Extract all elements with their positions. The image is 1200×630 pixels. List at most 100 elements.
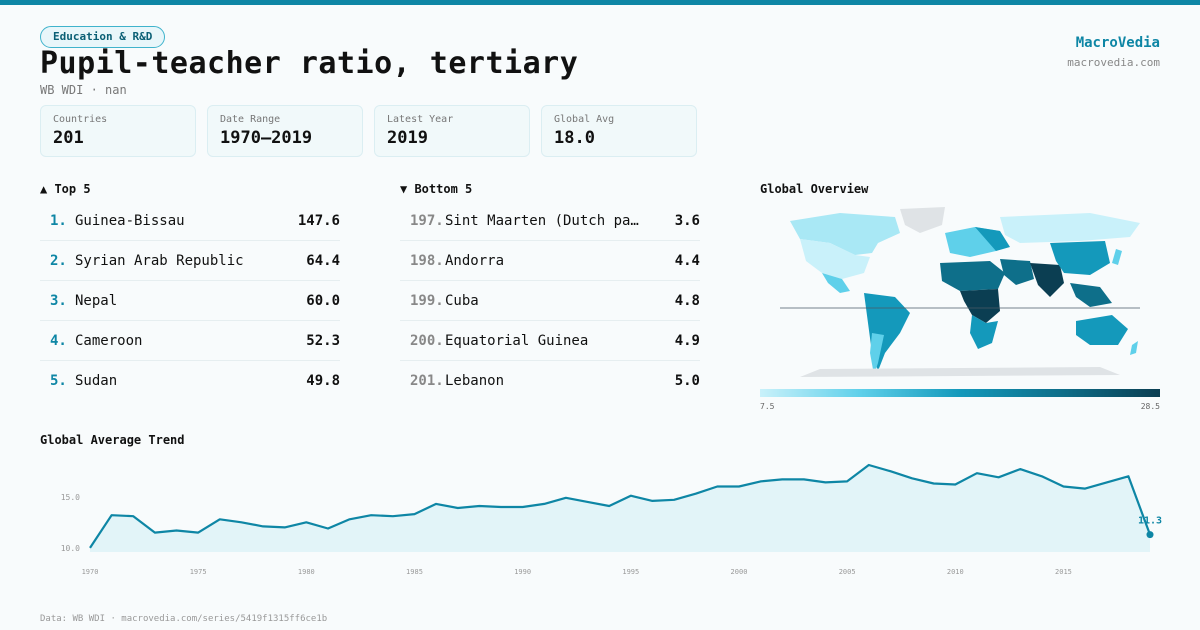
stat-card-countries: Countries 201 bbox=[40, 105, 196, 157]
map-region-antarctica[interactable] bbox=[800, 367, 1120, 377]
map-region-japan[interactable] bbox=[1112, 249, 1122, 265]
country-name: Sint Maarten (Dutch pa… bbox=[445, 213, 639, 229]
list-item[interactable]: 200. Equatorial Guinea 4.9 bbox=[400, 321, 700, 361]
list-item[interactable]: 5. Sudan 49.8 bbox=[40, 361, 340, 401]
map-region-central-africa[interactable] bbox=[960, 289, 1000, 323]
x-tick-label: 1985 bbox=[406, 568, 423, 576]
stat-card-latest-year: Latest Year 2019 bbox=[374, 105, 530, 157]
list-item[interactable]: 4. Cameroon 52.3 bbox=[40, 321, 340, 361]
trend-last-point[interactable] bbox=[1146, 531, 1154, 539]
rank-number: 4. bbox=[50, 333, 67, 349]
brand-name[interactable]: MacroVedia bbox=[1075, 35, 1160, 51]
category-badge[interactable]: Education & R&D bbox=[40, 26, 166, 48]
country-name: Sudan bbox=[75, 373, 118, 389]
map-legend-min: 7.5 bbox=[760, 402, 775, 411]
map-region-usa[interactable] bbox=[800, 239, 870, 279]
trend-last-value-label: 11.3 bbox=[1138, 516, 1162, 527]
rank-value: 60.0 bbox=[306, 293, 340, 309]
stat-value: 18.0 bbox=[554, 128, 595, 148]
world-choropleth-map[interactable] bbox=[760, 203, 1160, 383]
list-item[interactable]: 3. Nepal 60.0 bbox=[40, 281, 340, 321]
map-region-southern-africa[interactable] bbox=[970, 315, 998, 349]
top5-list: 1. Guinea-Bissau 147.6 2. Syrian Arab Re… bbox=[40, 201, 340, 401]
rank-number: 201. bbox=[410, 373, 444, 389]
map-region-eastern-europe[interactable] bbox=[975, 227, 1010, 251]
rank-number: 3. bbox=[50, 293, 67, 309]
stat-label: Latest Year bbox=[387, 114, 454, 125]
list-item[interactable]: 198. Andorra 4.4 bbox=[400, 241, 700, 281]
rank-value: 49.8 bbox=[306, 373, 340, 389]
y-tick-label: 10.0 bbox=[61, 544, 80, 553]
map-region-east-asia[interactable] bbox=[1050, 241, 1110, 275]
country-name: Andorra bbox=[445, 253, 505, 269]
footer-source: Data: WB WDI · macrovedia.com/series/541… bbox=[40, 614, 328, 624]
list-item[interactable]: 1. Guinea-Bissau 147.6 bbox=[40, 201, 340, 241]
map-heading: Global Overview bbox=[760, 182, 869, 196]
rank-value: 4.8 bbox=[674, 293, 700, 309]
country-name: Nepal bbox=[75, 293, 118, 309]
rank-number: 198. bbox=[410, 253, 444, 269]
rank-number: 197. bbox=[410, 213, 444, 229]
rank-number: 5. bbox=[50, 373, 67, 389]
list-item[interactable]: 199. Cuba 4.8 bbox=[400, 281, 700, 321]
country-name: Cuba bbox=[445, 293, 479, 309]
stat-card-global-avg: Global Avg 18.0 bbox=[541, 105, 697, 157]
x-tick-label: 2005 bbox=[839, 568, 856, 576]
top-accent-bar bbox=[0, 0, 1200, 5]
map-region-australia[interactable] bbox=[1076, 315, 1128, 345]
rank-number: 1. bbox=[50, 213, 67, 229]
stat-value: 1970–2019 bbox=[220, 128, 313, 148]
page-title: Pupil-teacher ratio, tertiary bbox=[40, 46, 579, 81]
country-name: Guinea-Bissau bbox=[75, 213, 185, 229]
map-region-greenland[interactable] bbox=[900, 207, 945, 233]
map-region-south-america[interactable] bbox=[864, 293, 910, 371]
global-average-trend-chart[interactable]: 10.0 15.0 1970 1975 1980 1985 1990 1995 2000 2005… bbox=[40, 455, 1180, 580]
y-tick-label: 15.0 bbox=[61, 493, 80, 502]
stat-label: Date Range bbox=[220, 114, 281, 125]
map-region-southeast-asia[interactable] bbox=[1070, 283, 1112, 307]
country-name: Syrian Arab Republic bbox=[75, 253, 244, 269]
map-color-scale bbox=[760, 389, 1160, 397]
trend-line[interactable] bbox=[89, 463, 1152, 549]
rank-value: 3.6 bbox=[674, 213, 700, 229]
stat-label: Global Avg bbox=[554, 114, 615, 125]
stat-card-date-range: Date Range 1970–2019 bbox=[207, 105, 363, 157]
trend-area bbox=[90, 465, 1150, 552]
x-tick-label: 1970 bbox=[82, 568, 99, 576]
rank-number: 199. bbox=[410, 293, 444, 309]
brand-url[interactable]: macrovedia.com bbox=[1067, 56, 1160, 69]
rank-value: 147.6 bbox=[297, 213, 340, 229]
list-item[interactable]: 2. Syrian Arab Republic 64.4 bbox=[40, 241, 340, 281]
bottom5-list: 197. Sint Maarten (Dutch pa… 3.6 198. An… bbox=[400, 201, 700, 401]
stat-value: 201 bbox=[53, 128, 84, 148]
map-region-russia[interactable] bbox=[1000, 213, 1140, 243]
bottom5-heading: ▼ Bottom 5 bbox=[400, 182, 473, 196]
rank-value: 4.4 bbox=[674, 253, 700, 269]
stat-label: Countries bbox=[53, 114, 108, 125]
rank-value: 4.9 bbox=[674, 333, 700, 349]
rank-value: 5.0 bbox=[674, 373, 700, 389]
map-region-north-africa[interactable] bbox=[940, 261, 1005, 291]
country-name: Equatorial Guinea bbox=[445, 333, 589, 349]
map-region-new-zealand[interactable] bbox=[1130, 341, 1138, 355]
rank-value: 52.3 bbox=[306, 333, 340, 349]
rank-value: 64.4 bbox=[306, 253, 340, 269]
map-region-middle-east[interactable] bbox=[1000, 259, 1034, 285]
map-region-mexico[interactable] bbox=[822, 273, 850, 293]
country-name: Lebanon bbox=[445, 373, 505, 389]
map-region-north-america[interactable] bbox=[790, 213, 900, 255]
top5-heading: ▲ Top 5 bbox=[40, 182, 91, 196]
rank-number: 200. bbox=[410, 333, 444, 349]
country-name: Cameroon bbox=[75, 333, 143, 349]
map-region-south-asia[interactable] bbox=[1030, 263, 1064, 297]
list-item[interactable]: 201. Lebanon 5.0 bbox=[400, 361, 700, 401]
x-tick-label: 2000 bbox=[731, 568, 748, 576]
map-region-southern-cone[interactable] bbox=[870, 333, 884, 375]
map-legend-max: 28.5 bbox=[1140, 402, 1160, 411]
list-item[interactable]: 197. Sint Maarten (Dutch pa… 3.6 bbox=[400, 201, 700, 241]
page-subtitle: WB WDI · nan bbox=[40, 83, 127, 97]
x-tick-label: 1975 bbox=[190, 568, 207, 576]
x-tick-label: 1995 bbox=[622, 568, 639, 576]
x-tick-label: 1980 bbox=[298, 568, 315, 576]
x-tick-label: 2010 bbox=[947, 568, 964, 576]
